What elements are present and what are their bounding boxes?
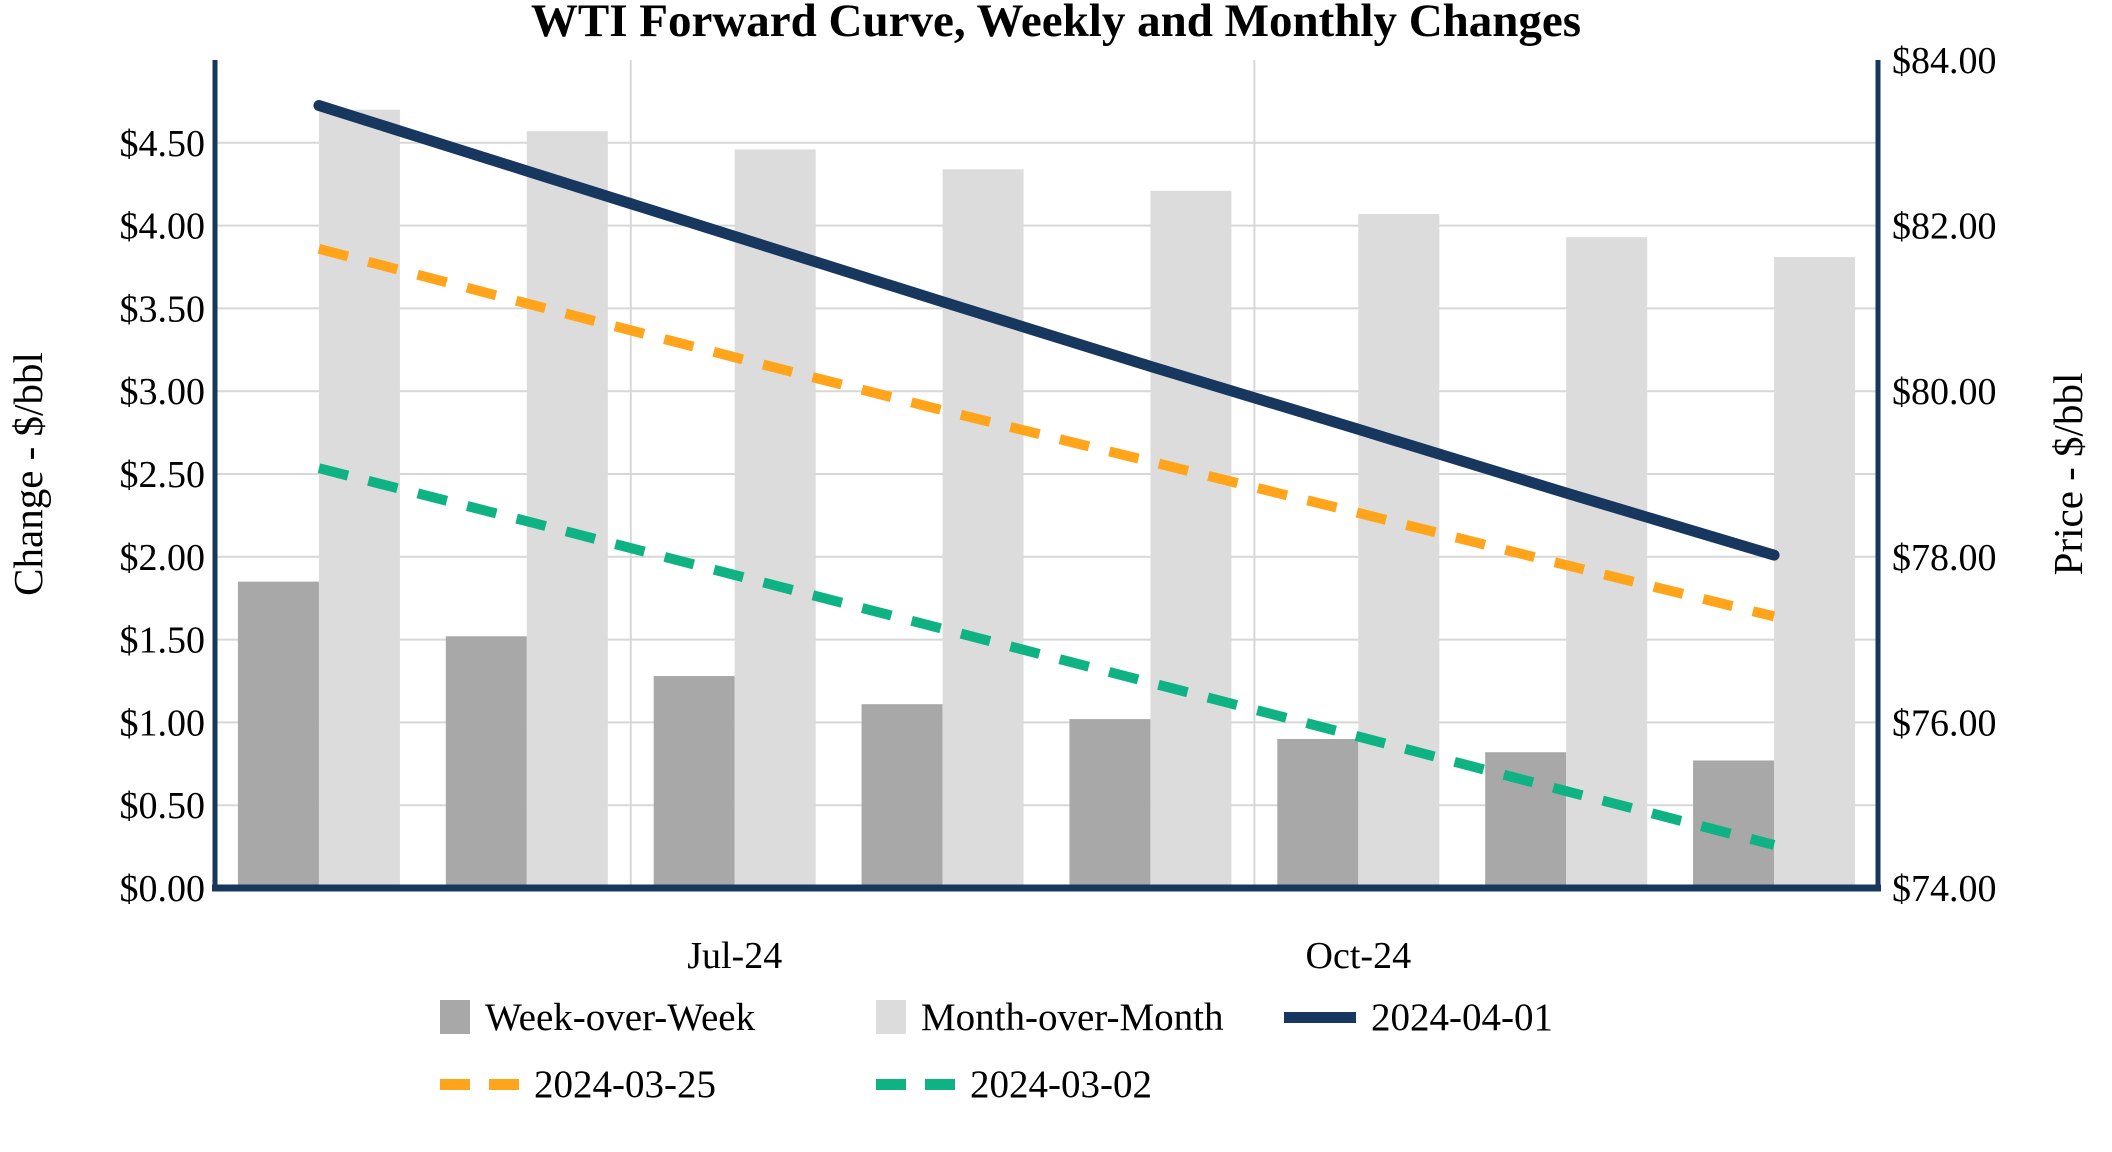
left-axis-tick-label: $0.00: [120, 868, 206, 910]
legend-label: Week-over-Week: [485, 995, 756, 1039]
right-axis-tick-label: $78.00: [1892, 537, 1997, 579]
line-2024-03-02: [317, 463, 1776, 850]
left-axis-tick-label: $4.50: [120, 123, 206, 165]
right-axis-tick-label: $76.00: [1892, 702, 1997, 744]
bar-week-over-week: [1277, 738, 1359, 888]
left-axis-tick-label: $1.00: [120, 702, 206, 744]
legend-label: 2024-03-02: [970, 1062, 1152, 1106]
right-axis-tick-label: $80.00: [1892, 371, 1997, 413]
bar-week-over-week: [861, 704, 943, 888]
bar-week-over-week: [1069, 719, 1151, 888]
week-over-week-swatch: [440, 1000, 470, 1034]
bar-month-over-month: [1150, 190, 1232, 889]
bar-week-over-week: [445, 636, 527, 888]
right-axis-tick-label: $82.00: [1892, 206, 1997, 248]
left-axis-tick-label: $2.50: [120, 454, 206, 496]
legend-label: 2024-04-01: [1371, 995, 1553, 1039]
right-axis-title: Price - $/bbl: [2045, 373, 2091, 576]
green-dashed-line-marker: [876, 1078, 955, 1090]
bar-month-over-month: [1774, 257, 1856, 889]
bar-month-over-month: [318, 109, 400, 889]
legend-item-2024-03-25: 2024-03-25: [440, 1058, 716, 1110]
right-axis-tick-label: $74.00: [1892, 868, 1997, 910]
legend-item-2024-04-01: 2024-04-01: [1284, 991, 1553, 1043]
bar-month-over-month: [526, 131, 608, 888]
left-axis-title: Change - $/bbl: [5, 352, 51, 596]
line-2024-03-25: [317, 243, 1776, 622]
legend-item-week-over-week: Week-over-Week: [440, 991, 755, 1043]
bar-month-over-month: [734, 149, 816, 888]
bar-week-over-week: [237, 581, 319, 888]
x-axis-tick-label: Oct-24: [1306, 935, 1412, 977]
legend-item-month-over-month: Month-over-Month: [876, 991, 1224, 1043]
left-axis-tick-label: $4.00: [120, 206, 206, 248]
line-2024-04-01: [313, 100, 1780, 561]
legend-label: 2024-03-25: [534, 1062, 716, 1106]
left-axis-tick-label: $1.50: [120, 620, 206, 662]
left-axis-tick-label: $2.00: [120, 537, 206, 579]
bar-month-over-month: [942, 169, 1024, 888]
x-axis-tick-label: Jul-24: [687, 935, 782, 977]
month-over-month-swatch: [876, 1000, 906, 1034]
bar-week-over-week: [653, 676, 735, 888]
solid-line-marker: [1284, 1011, 1356, 1023]
legend-label: Month-over-Month: [921, 995, 1224, 1039]
bar-month-over-month: [1358, 214, 1440, 888]
orange-dashed-line-marker: [440, 1078, 519, 1090]
right-axis-tick-label: $84.00: [1892, 40, 1997, 82]
left-axis-tick-label: $3.50: [120, 288, 206, 330]
bar-month-over-month: [1566, 237, 1648, 888]
left-axis-tick-label: $3.00: [120, 371, 206, 413]
bar-week-over-week: [1485, 752, 1567, 888]
legend-item-2024-03-02: 2024-03-02: [876, 1058, 1152, 1110]
left-axis-tick-label: $0.50: [120, 785, 206, 827]
chart-title: WTI Forward Curve, Weekly and Monthly Ch…: [530, 0, 1582, 47]
